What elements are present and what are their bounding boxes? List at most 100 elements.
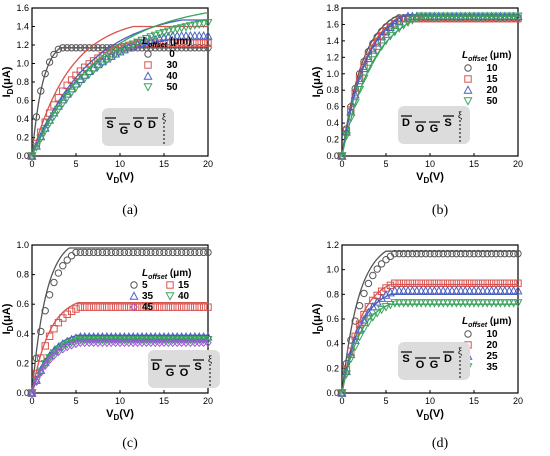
data-point: [448, 279, 456, 287]
data-point: [203, 19, 213, 28]
data-point: [391, 249, 399, 258]
data-point: [85, 303, 93, 311]
data-point: [75, 336, 85, 345]
data-point: [107, 303, 115, 311]
data-point: [151, 44, 159, 52]
data-point: [150, 336, 160, 345]
data-point: [429, 12, 439, 21]
data-point: [359, 315, 369, 324]
data-point: [191, 248, 199, 257]
chart-panel-a: 0 5 10 15 20 0.0 0.2 0.4 0.6 0.8 1.0 1.2 1.4 1.6 VD(V)…: [1, 3, 213, 218]
data-point: [76, 67, 85, 75]
data-point: [125, 303, 133, 311]
x-axis-label: VD(V): [106, 171, 134, 185]
data-point: [81, 248, 89, 257]
y-tick-label: 0.0: [16, 151, 29, 161]
legend-marker: [144, 61, 152, 69]
data-point: [478, 12, 488, 21]
legend-label: 20: [486, 340, 498, 351]
data-point: [36, 368, 45, 377]
data-point: [478, 285, 488, 295]
y-tick-label: 0.0: [16, 388, 29, 398]
y-tick-label: 1.0: [16, 240, 29, 250]
data-point: [474, 279, 483, 287]
y-tick-label: 0.8: [16, 77, 29, 87]
data-point: [394, 285, 404, 295]
y-tick-label: 0.0: [326, 151, 339, 161]
data-point: [191, 44, 199, 52]
legend-marker: [165, 292, 175, 301]
legend: Loffset (μm)5 15 35 40 45: [129, 268, 192, 313]
data-point: [460, 299, 470, 308]
data-point: [412, 299, 422, 308]
data-point: [425, 299, 435, 308]
data-point: [36, 134, 46, 144]
data-point: [381, 303, 391, 312]
data-point: [421, 279, 430, 287]
data-point: [160, 248, 168, 257]
data-point: [403, 299, 413, 308]
data-point: [456, 285, 466, 295]
data-point: [394, 16, 404, 25]
y-tick-label: 1.2: [16, 40, 29, 50]
data-point: [191, 303, 199, 311]
data-point: [128, 336, 138, 345]
data-point: [372, 48, 382, 58]
data-point: [337, 389, 347, 398]
legend-label: 35: [486, 362, 498, 373]
data-point: [509, 285, 519, 295]
legend-marker: [130, 302, 138, 312]
data-point: [204, 39, 212, 47]
data-point: [469, 285, 479, 295]
data-point: [111, 303, 120, 311]
data-point: [59, 262, 67, 270]
data-point: [67, 44, 76, 52]
data-point: [456, 299, 466, 308]
electrode-label: O: [134, 119, 143, 131]
x-tick-label: 0: [29, 159, 34, 169]
data-point: [89, 66, 99, 75]
electrode-label: D: [152, 361, 160, 373]
data-point: [408, 279, 417, 287]
data-point: [199, 336, 209, 345]
data-point: [147, 248, 155, 257]
x-axis-label: VD(V): [416, 171, 444, 185]
data-point: [41, 69, 49, 78]
data-point: [377, 42, 387, 51]
data-point: [182, 44, 190, 52]
data-point: [94, 248, 102, 257]
data-point: [151, 248, 159, 257]
data-point: [94, 44, 102, 52]
data-point: [461, 249, 469, 258]
data-point: [37, 354, 45, 362]
panel-caption: (c): [122, 436, 138, 451]
data-point: [199, 39, 208, 47]
data-point: [447, 285, 457, 295]
data-point: [85, 248, 93, 257]
data-point: [461, 279, 469, 287]
data-point: [107, 248, 115, 257]
data-point: [147, 303, 155, 311]
y-axis-label: ID(μA): [311, 66, 325, 97]
data-point: [155, 44, 164, 52]
x-axis-label: VD(V): [416, 408, 444, 422]
data-point: [429, 299, 439, 308]
y-tick-label: 0.2: [16, 133, 29, 143]
x-tick-label: 20: [513, 159, 523, 169]
data-point: [491, 285, 501, 295]
data-point: [460, 285, 470, 295]
data-point: [443, 12, 453, 21]
data-point: [81, 44, 89, 52]
data-point: [509, 299, 519, 308]
data-point: [425, 285, 435, 295]
data-point: [204, 44, 212, 52]
y-tick-label: 1.0: [326, 69, 339, 79]
y-tick-label: 0.6: [16, 96, 29, 106]
y-tick-label: 0.2: [16, 358, 29, 368]
data-point: [177, 39, 186, 47]
data-point: [45, 332, 54, 340]
data-point: [355, 75, 365, 85]
data-point: [151, 303, 159, 311]
data-point: [482, 12, 492, 21]
series-line: [31, 247, 208, 394]
